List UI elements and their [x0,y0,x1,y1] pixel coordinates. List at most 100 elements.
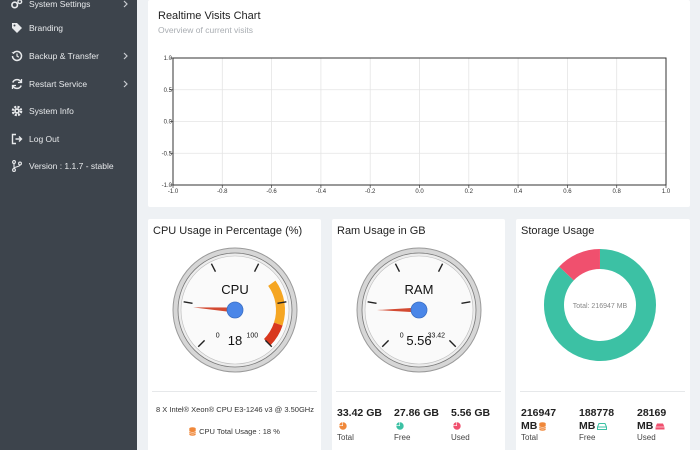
storage-usage-card: Storage Usage Total: 216947 MB 216947 MB… [516,219,690,450]
sidebar-item-label: Branding [29,23,64,33]
x-tick-label: 0.0 [415,189,424,195]
cpu-total-usage-row: CPU Total Usage : 18 % [148,427,321,436]
sidebar-item-restart-service[interactable]: Restart Service [0,70,137,98]
pie-icon [339,422,347,430]
cpu-usage-card: CPU Usage in Percentage (%) CPU 0 100 18 8 … [148,219,321,450]
ram-free-value: 27.86 GB [394,407,439,419]
tag-icon [11,22,23,34]
sidebar-item-version: Version : 1.1.7 - stable [0,152,137,180]
gears-icon [11,0,23,10]
gauge-major-tick [277,301,287,304]
y-tick-label: -1.0 [162,183,173,189]
branch-icon [11,160,23,172]
ram-used-label: Used [451,433,470,442]
cpu-total-usage: CPU Total Usage : 18 % [199,427,280,436]
cpu-card-title: CPU Usage in Percentage (%) [153,225,303,237]
history-icon [11,50,23,62]
plot-frame [172,57,667,186]
storage-donut-chart: Total: 216947 MB [544,249,656,361]
sidebar-item-system-settings[interactable]: System Settings [0,0,137,18]
x-tick-label: 0.2 [465,189,474,195]
divider [336,391,501,392]
x-tick-label: -1.0 [168,189,179,195]
storage-free-number: 188778 [579,407,615,419]
main-content: Realtime Visits Chart Overview of curren… [137,0,700,450]
gauge-major-tick [367,301,377,304]
cpu-gauge: CPU 0 100 18 [172,247,298,373]
ram-free-label: Free [394,433,411,442]
logout-icon [11,133,23,145]
y-tick-label: -0.5 [162,151,173,157]
x-tick-label: -0.8 [217,189,228,195]
sidebar-item-log-out[interactable]: Log Out [0,125,137,153]
gauge-hub [226,301,244,319]
gauge-major-tick [461,301,471,304]
gauge-major-tick [210,263,217,273]
gauge-major-tick [197,339,206,348]
ram-card-title: Ram Usage in GB [337,225,426,237]
storage-total-label: Total [521,433,538,442]
storage-used-number: 28169 [637,407,667,419]
gauge-min-label: 0 [400,332,404,339]
donut-slice-used [559,249,601,281]
visits-chart-subtitle: Overview of current visits [158,25,253,35]
visits-line-chart: -1.0 -0.8 -0.6 -0.4 -0.2 0.0 0.2 0.4 0.6 0.8 1.0 1.… [162,56,671,195]
gauge-major-tick [381,339,390,348]
x-tick-label: -0.6 [266,189,277,195]
storage-free-value: 188778 MB [579,407,614,433]
pie-icon [396,422,404,430]
gauge-hub [410,301,428,319]
refresh-icon [11,78,23,90]
y-tick-label: 1.0 [164,56,173,62]
x-tick-label: -0.4 [316,189,327,195]
x-tick-label: 0.4 [514,189,523,195]
hdd-icon [597,423,607,430]
gauge-value: 5.56 [406,333,431,348]
sidebar-item-label: Backup & Transfer [29,51,99,61]
storage-free-unit: MB [579,420,596,432]
hdd-icon [655,423,665,430]
storage-total-unit: MB [521,420,538,432]
storage-free-label: Free [579,433,596,442]
gauge-max-label: 100 [246,332,258,339]
x-tick-label: 1.0 [662,189,671,195]
divider [152,391,317,392]
sidebar-item-backup-transfer[interactable]: Backup & Transfer [0,42,137,70]
gauge-major-tick [253,263,260,273]
sidebar: System Settings Branding Backup & Transf… [0,0,137,450]
sidebar-item-label: Restart Service [29,79,88,89]
y-tick-label: 0.5 [164,88,173,94]
divider [520,391,685,392]
gauge-major-tick [448,339,457,348]
y-tick-label: 0.0 [164,120,173,126]
ram-gauge: RAM 0 33.425.56 [356,247,482,373]
donut-slice-free [544,249,656,361]
ram-total-value: 33.42 GB [337,407,382,419]
sidebar-item-label: Log Out [29,134,60,144]
ram-usage-card: Ram Usage in GB RAM 0 33.42 5.56 33.42 GB T… [332,219,505,450]
gauge-danger-band [263,322,283,346]
sidebar-item-branding[interactable]: Branding [0,14,137,42]
x-tick-label: 0.8 [613,189,622,195]
x-tick-label: 0.6 [563,189,572,195]
gauge-label: CPU [221,282,248,297]
gauge-major-tick [394,263,401,273]
ram-used-value: 5.56 GB [451,407,491,419]
ram-total-label: Total [337,433,354,442]
storage-total-value: 216947 MB [521,407,556,433]
sidebar-item-system-info[interactable]: System Info [0,97,137,125]
donut-center-label: Total: 216947 MB [573,303,628,310]
visits-chart-card: Realtime Visits Chart Overview of curren… [148,0,690,207]
storage-used-value: 28169 MB [637,407,666,433]
gauge-min-label: 0 [216,332,220,339]
cpu-processor-info: 8 X Intel® Xeon® CPU E3-1246 v3 @ 3.50GH… [156,405,314,414]
storage-total-number: 216947 [521,407,557,419]
storage-card-title: Storage Usage [521,225,595,237]
chevron-right-icon [121,80,129,88]
storage-used-unit: MB [637,420,654,432]
storage-used-label: Used [637,433,656,442]
chevron-right-icon [121,52,129,60]
version-label: Version : 1.1.7 - stable [29,161,114,171]
gauge-major-tick [437,263,444,273]
gear-icon [11,105,23,117]
